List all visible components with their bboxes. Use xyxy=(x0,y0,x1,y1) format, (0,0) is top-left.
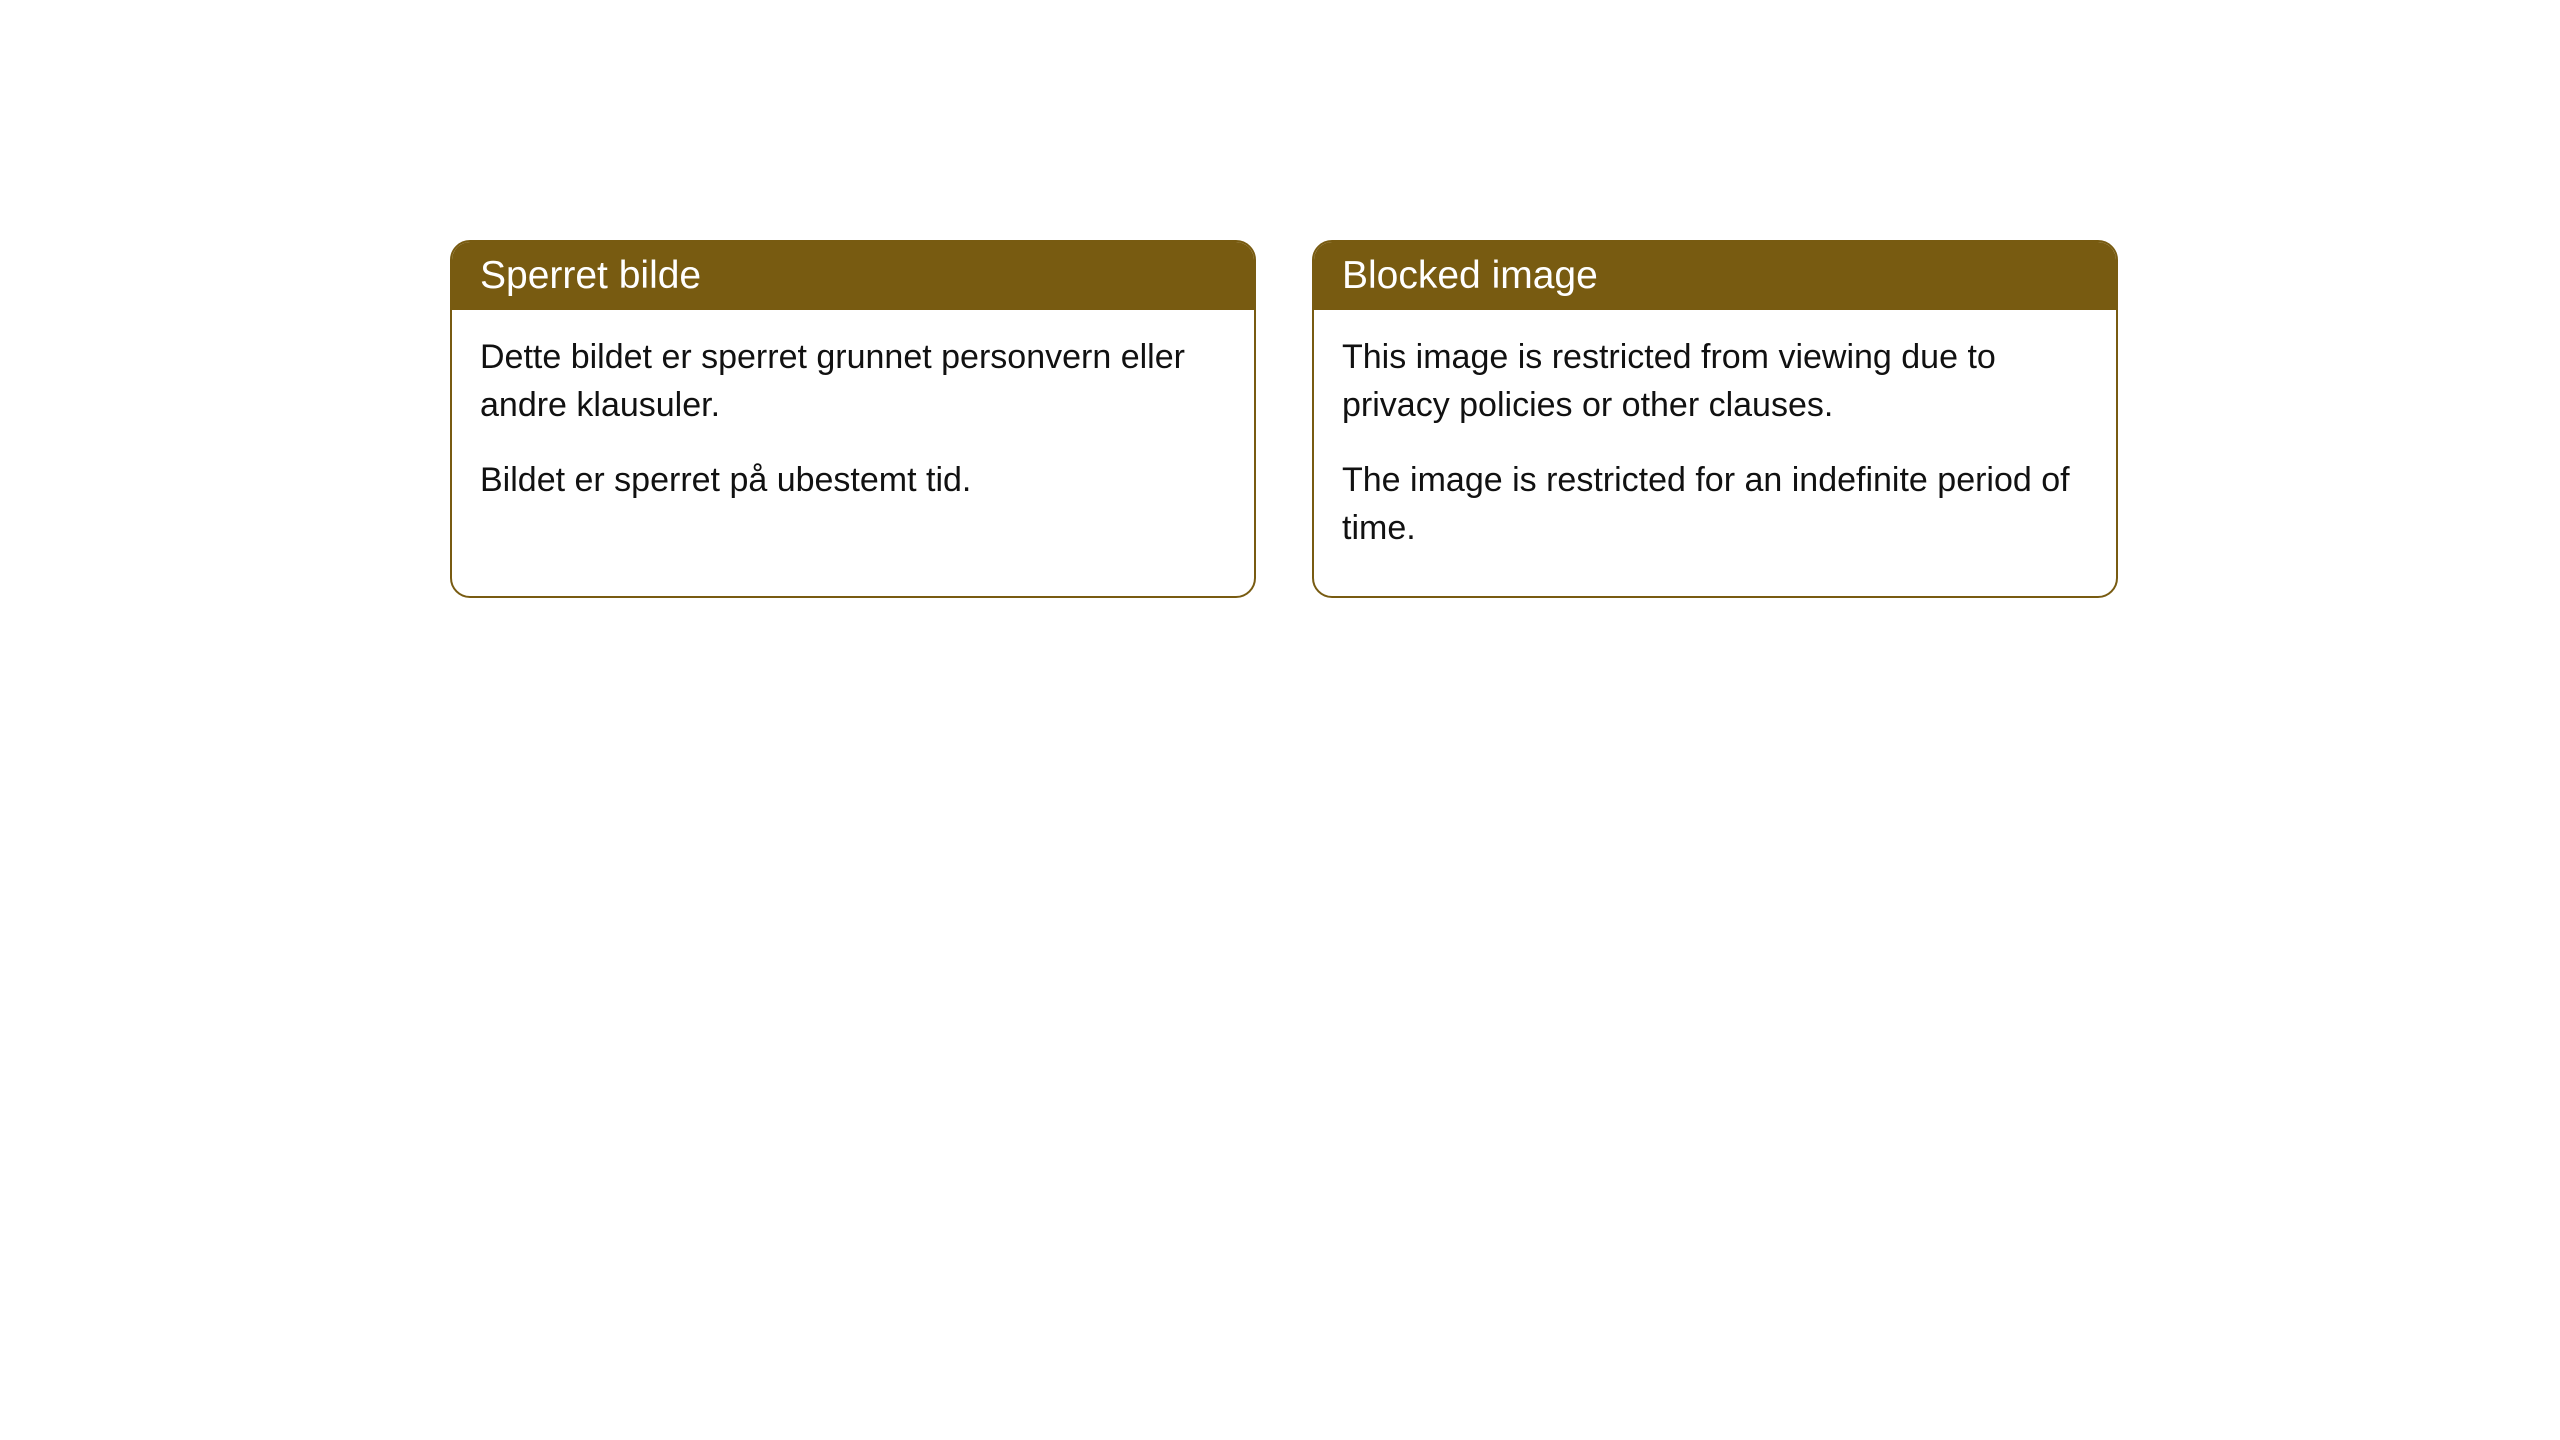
blocked-image-card-en: Blocked image This image is restricted f… xyxy=(1312,240,2118,598)
card-paragraph-no-1: Dette bildet er sperret grunnet personve… xyxy=(480,334,1226,429)
card-title-no: Sperret bilde xyxy=(452,242,1254,310)
card-paragraph-no-2: Bildet er sperret på ubestemt tid. xyxy=(480,457,1226,505)
card-title-en: Blocked image xyxy=(1314,242,2116,310)
card-body-no: Dette bildet er sperret grunnet personve… xyxy=(452,310,1254,549)
card-body-en: This image is restricted from viewing du… xyxy=(1314,310,2116,596)
card-paragraph-en-1: This image is restricted from viewing du… xyxy=(1342,334,2088,429)
blocked-image-card-no: Sperret bilde Dette bildet er sperret gr… xyxy=(450,240,1256,598)
card-paragraph-en-2: The image is restricted for an indefinit… xyxy=(1342,457,2088,552)
notice-container: Sperret bilde Dette bildet er sperret gr… xyxy=(450,240,2118,598)
